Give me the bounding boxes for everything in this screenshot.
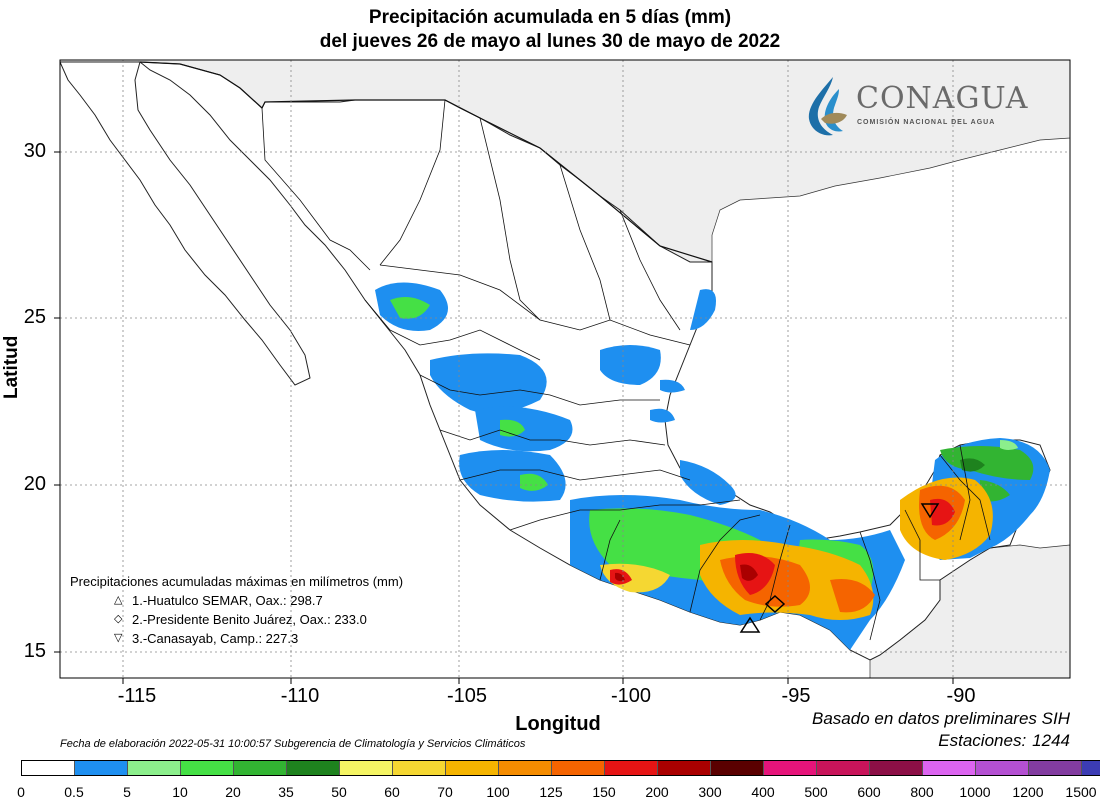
color-legend [21, 760, 1100, 776]
marker-benito-juarez [764, 594, 786, 614]
us-mexico-border [139, 61, 713, 263]
legend-label: 70 [437, 784, 453, 800]
legend-label: 300 [698, 784, 722, 800]
max-precip-entry-text: 3.-Canasayab, Camp.: 227.3 [132, 631, 299, 646]
x-tick-115: -115 [117, 685, 157, 707]
legend-label: 200 [645, 784, 669, 800]
x-axis-label: Longitud [515, 713, 601, 735]
stations-value: 1244 [1032, 731, 1070, 750]
legend-swatch [817, 761, 870, 775]
legend-swatch [658, 761, 711, 775]
map-frame [59, 59, 1071, 679]
y-tick-30: 30 [23, 140, 46, 162]
legend-swatch [552, 761, 605, 775]
legend-swatch [870, 761, 923, 775]
legend-swatch [764, 761, 817, 775]
legend-label: 60 [384, 784, 400, 800]
legend-label: 600 [857, 784, 881, 800]
baja-california [60, 61, 311, 386]
legend-label: 125 [539, 784, 563, 800]
legend-swatch [711, 761, 764, 775]
legend-swatch [234, 761, 287, 775]
legend-swatch [605, 761, 658, 775]
legend-swatch [340, 761, 393, 775]
x-tick-90: -90 [946, 685, 976, 707]
axis-ticks [54, 151, 954, 684]
max-precip-entry-text: 2.-Presidente Benito Juárez, Oax.: 233.0 [132, 612, 367, 627]
legend-swatch [22, 761, 75, 775]
y-axis-label: Latitud [1, 335, 22, 399]
legend-swatch [499, 761, 552, 775]
precip-shading [375, 282, 1050, 650]
y-tick-15: 15 [23, 640, 46, 662]
legend-label: 0.5 [64, 784, 84, 800]
triangle-down-icon: ▽ [114, 632, 123, 644]
legend-swatch [393, 761, 446, 775]
legend-swatch [75, 761, 128, 775]
stations-count: Estaciones: 1244 [932, 731, 1070, 751]
credit-line: Fecha de elaboración 2022-05-31 10:00:57… [60, 738, 526, 750]
max-precip-heading: Precipitaciones acumuladas máximas en mi… [70, 574, 404, 589]
legend-swatch [923, 761, 976, 775]
data-basis-note: Basado en datos preliminares SIH [812, 709, 1070, 728]
legend-label: 400 [751, 784, 775, 800]
legend-labels: 0 0.5 5 10 20 35 50 60 70 100 125 150 200 300 400 500 60… [0, 784, 1100, 802]
legend-label: 100 [486, 784, 510, 800]
logo-name: CONAGUA [856, 81, 1029, 116]
x-tick-110: -110 [280, 685, 320, 707]
legend-label: 20 [225, 784, 241, 800]
conagua-logo: CONAGUA COMISIÓN NACIONAL DEL AGUA [803, 75, 1043, 145]
max-precip-box: Precipitaciones acumuladas máximas en mi… [70, 572, 403, 648]
x-tick-95: -95 [781, 685, 811, 707]
legend-label: 50 [331, 784, 347, 800]
x-tick-105: -105 [446, 685, 488, 707]
legend-label: 800 [910, 784, 934, 800]
y-tick-20: 20 [23, 473, 46, 495]
logo-subtitle: COMISIÓN NACIONAL DEL AGUA [857, 119, 996, 126]
legend-label: 150 [592, 784, 616, 800]
map-title-line2: del jueves 26 de mayo al lunes 30 de may… [319, 31, 781, 52]
marker-canasayab [920, 503, 940, 519]
max-precip-entry: ◇ 2.-Presidente Benito Juárez, Oax.: 233… [70, 610, 403, 629]
max-precip-entry: △ 1.-Huatulco SEMAR, Oax.: 298.7 [70, 591, 403, 610]
stations-label: Estaciones: [938, 731, 1027, 750]
max-precip-entry-text: 1.-Huatulco SEMAR, Oax.: 298.7 [132, 593, 323, 608]
legend-swatch [128, 761, 181, 775]
max-precip-markers [739, 503, 940, 633]
legend-label: 1000 [959, 784, 991, 800]
gridlines [60, 60, 1070, 678]
legend-swatch [181, 761, 234, 775]
triangle-up-icon: △ [114, 594, 123, 606]
y-tick-25: 25 [23, 306, 46, 328]
marker-huatulco [739, 616, 761, 633]
legend-label: 0 [17, 784, 25, 800]
legend-label: 500 [804, 784, 828, 800]
state-boundaries [261, 99, 991, 641]
legend-swatch [446, 761, 499, 775]
x-tick-100: -100 [610, 685, 652, 707]
legend-label: 10 [172, 784, 188, 800]
legend-swatch [976, 761, 1029, 775]
conagua-drop-icon [808, 77, 847, 136]
legend-swatch [287, 761, 340, 775]
diamond-icon: ◇ [114, 613, 123, 625]
legend-label: 35 [278, 784, 294, 800]
legend-label: 1500 [1065, 784, 1097, 800]
legend-label: 5 [123, 784, 131, 800]
legend-swatch [1082, 761, 1100, 775]
max-precip-entry: ▽ 3.-Canasayab, Camp.: 227.3 [70, 629, 403, 648]
legend-swatch [1029, 761, 1082, 775]
legend-label: 1200 [1012, 784, 1044, 800]
map-title-line1: Precipitación acumulada en 5 días (mm) [368, 7, 732, 28]
